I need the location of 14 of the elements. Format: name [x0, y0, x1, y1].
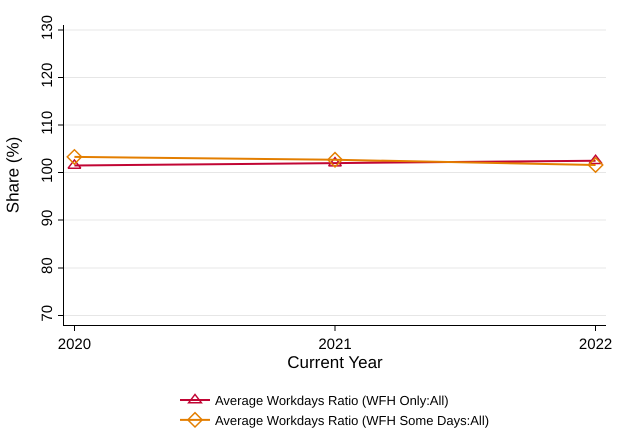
- x-axis-title: Current Year: [287, 353, 384, 372]
- y-tick-label: 80: [39, 257, 56, 274]
- y-tick-label: 110: [39, 110, 56, 135]
- y-tick-label: 120: [39, 62, 56, 88]
- x-tick-label: 2020: [58, 336, 92, 353]
- x-tick-label: 2021: [318, 336, 352, 353]
- y-tick-label: 130: [39, 14, 56, 40]
- x-tick-label: 2022: [578, 336, 612, 353]
- legend-label: Average Workdays Ratio (WFH Only:All): [215, 393, 449, 408]
- y-tick-label: 100: [39, 158, 56, 183]
- y-tick-label: 70: [39, 304, 56, 322]
- y-tick-label: 90: [39, 210, 56, 226]
- legend-label: Average Workdays Ratio (WFH Some Days:All): [215, 412, 490, 428]
- y-axis-title: Share (%): [4, 136, 23, 214]
